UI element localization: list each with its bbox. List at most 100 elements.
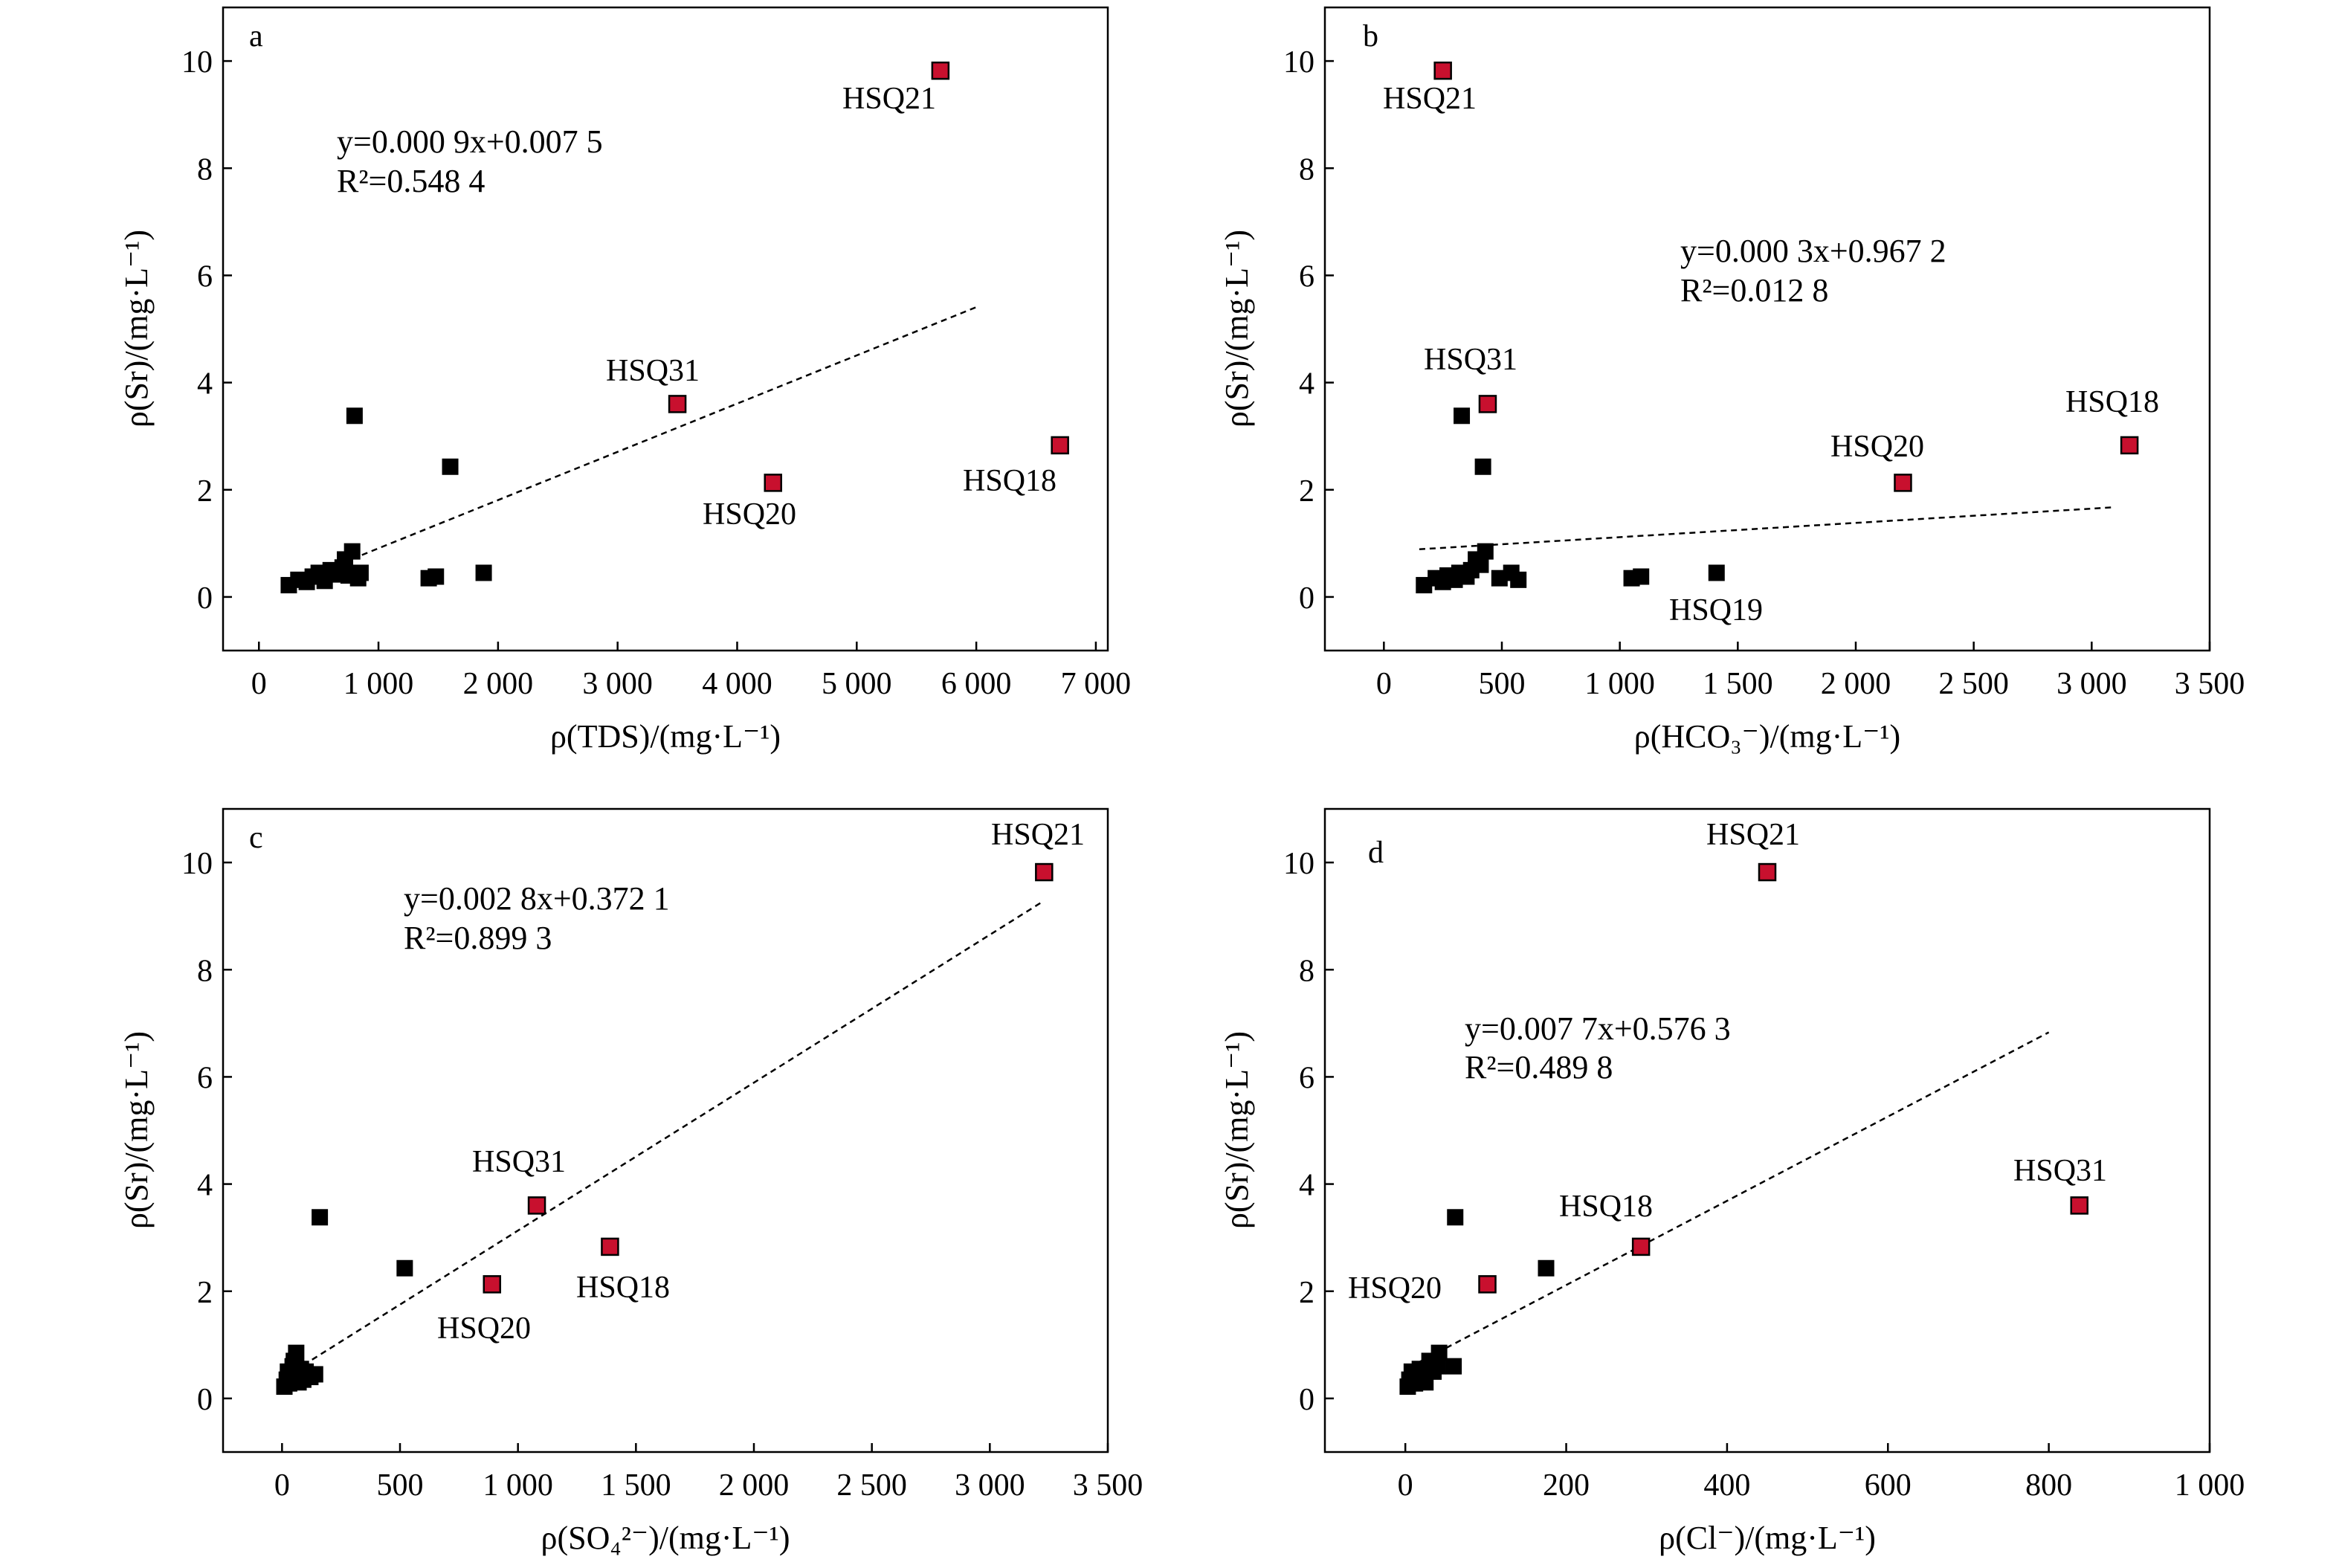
x-tick-label: 1 000 bbox=[343, 667, 414, 701]
panel-label: d bbox=[1368, 836, 1384, 870]
y-tick-label: 2 bbox=[1299, 474, 1314, 509]
y-tick-label: 8 bbox=[1299, 152, 1314, 187]
highlighted-points bbox=[1478, 862, 2088, 1294]
x-tick-label: 0 bbox=[1376, 667, 1392, 701]
pt-label-HSQ31: HSQ31 bbox=[1424, 343, 1517, 377]
r-squared: R²=0.012 8 bbox=[1680, 272, 1828, 309]
x-tick-label: 200 bbox=[1543, 1468, 1590, 1503]
highlight-point-HSQ21 bbox=[1758, 862, 1777, 882]
highlight-point-HSQ21 bbox=[1433, 61, 1452, 80]
r-squared: R²=0.548 4 bbox=[337, 163, 485, 199]
pt-label-HSQ21: HSQ21 bbox=[842, 82, 936, 116]
y-ticks: 0 2 4 6 8 10 bbox=[1283, 847, 1334, 1417]
data-point bbox=[1474, 458, 1491, 475]
plot-frame bbox=[1323, 807, 2211, 1454]
x-tick-label: 0 bbox=[1398, 1468, 1413, 1503]
highlight-point-HSQ20 bbox=[483, 1275, 502, 1294]
x-tick-label: 3 500 bbox=[2175, 667, 2245, 701]
highlight-point-HSQ31 bbox=[1478, 395, 1497, 413]
x-tick-label: 1 500 bbox=[1703, 667, 1773, 701]
x-ticks: 0 1 000 2 000 3 000 4 000 5 000 6 000 7 000 bbox=[251, 642, 1131, 701]
chart-panel-b: 0 500 1 000 1 500 2 000 2 500 3 000 3 500 0 2 4 6 8… bbox=[1219, 6, 2245, 755]
data-point bbox=[442, 458, 459, 475]
y-axis-label: ρ(Sr)/(mg·L⁻¹) bbox=[118, 230, 155, 428]
x-tick-label: 1 000 bbox=[2175, 1468, 2245, 1503]
data-point bbox=[1633, 568, 1650, 585]
data-point bbox=[1445, 1358, 1462, 1375]
pt-label-HSQ18: HSQ18 bbox=[576, 1271, 670, 1305]
x-tick-label: 2 000 bbox=[719, 1468, 790, 1503]
y-tick-label: 8 bbox=[197, 954, 213, 988]
y-tick-label: 2 bbox=[197, 474, 213, 509]
data-points bbox=[276, 1209, 413, 1396]
y-tick-label: 4 bbox=[1299, 1169, 1314, 1203]
highlight-point-HSQ21 bbox=[931, 61, 950, 80]
highlight-point-HSQ20 bbox=[1478, 1275, 1497, 1294]
x-tick-label: 4 000 bbox=[702, 667, 772, 701]
y-tick-label: 6 bbox=[197, 259, 213, 294]
pt-label-HSQ20: HSQ20 bbox=[1348, 1271, 1442, 1306]
fit-line bbox=[1419, 506, 2116, 551]
y-ticks: 0 2 4 6 8 10 bbox=[1283, 45, 1334, 616]
highlight-point-HSQ31 bbox=[668, 395, 687, 413]
data-points bbox=[1416, 407, 1725, 594]
y-tick-label: 2 bbox=[197, 1276, 213, 1310]
x-tick-label: 2 000 bbox=[1821, 667, 1891, 701]
y-tick-label: 10 bbox=[1283, 847, 1314, 881]
data-point bbox=[428, 568, 445, 585]
highlight-point-HSQ31 bbox=[527, 1196, 546, 1215]
highlighted-points bbox=[1433, 61, 2139, 492]
data-points bbox=[1399, 1209, 1555, 1396]
pt-label-HSQ18: HSQ18 bbox=[1559, 1190, 1653, 1224]
data-point bbox=[352, 564, 369, 581]
plot-frame bbox=[222, 807, 1109, 1454]
x-ticks: 0 500 1 000 1 500 2 000 2 500 3 000 3 500 bbox=[274, 1443, 1143, 1503]
x-tick-label: 3 000 bbox=[2056, 667, 2127, 701]
y-ticks: 0 2 4 6 8 10 bbox=[181, 847, 232, 1417]
data-point bbox=[1510, 571, 1527, 588]
y-tick-label: 4 bbox=[197, 367, 213, 401]
x-axis-label: ρ(HCO₃⁻)/(mg·L⁻¹) bbox=[1634, 718, 1900, 755]
fit-equation: y=0.000 3x+0.967 2 bbox=[1680, 233, 1946, 269]
x-tick-label: 600 bbox=[1865, 1468, 1912, 1503]
data-point bbox=[346, 407, 363, 425]
y-tick-label: 0 bbox=[1299, 581, 1314, 616]
fit-line bbox=[303, 901, 1042, 1367]
pt-label-HSQ18: HSQ18 bbox=[963, 464, 1057, 498]
y-ticks: 0 2 4 6 8 10 bbox=[181, 45, 232, 616]
data-point bbox=[1430, 1344, 1448, 1361]
highlighted-points bbox=[668, 61, 1069, 492]
highlight-point-HSQ31 bbox=[2070, 1196, 2088, 1215]
highlight-point-HSQ18 bbox=[1631, 1237, 1651, 1256]
x-tick-label: 2 000 bbox=[463, 667, 534, 701]
pt-label-HSQ21: HSQ21 bbox=[1706, 818, 1800, 852]
data-point bbox=[1477, 543, 1494, 560]
x-tick-label: 1 000 bbox=[1584, 667, 1655, 701]
y-axis-label: ρ(Sr)/(mg·L⁻¹) bbox=[118, 1031, 155, 1229]
pt-label-HSQ20: HSQ20 bbox=[437, 1311, 531, 1346]
chart-panel-c: 0 500 1 000 1 500 2 000 2 500 3 000 3 500 0 2 4 6 8… bbox=[118, 807, 1143, 1556]
pt-label-HSQ21: HSQ21 bbox=[991, 818, 1085, 852]
x-tick-label: 2 500 bbox=[1938, 667, 2009, 701]
highlighted-points bbox=[483, 862, 1054, 1294]
x-tick-label: 500 bbox=[1479, 667, 1526, 701]
r-squared: R²=0.899 3 bbox=[404, 920, 552, 956]
highlight-point-HSQ21 bbox=[1035, 862, 1054, 882]
pt-label-HSQ19: HSQ19 bbox=[1669, 593, 1763, 627]
x-axis-label: ρ(TDS)/(mg·L⁻¹) bbox=[550, 718, 781, 755]
highlight-point-HSQ18 bbox=[1051, 436, 1069, 455]
x-tick-label: 5 000 bbox=[822, 667, 892, 701]
highlight-point-HSQ18 bbox=[601, 1237, 619, 1256]
y-tick-label: 10 bbox=[181, 847, 213, 881]
fit-equation: y=0.002 8x+0.372 1 bbox=[404, 880, 670, 917]
x-ticks: 0 200 400 600 800 1 000 bbox=[1398, 1443, 2245, 1503]
fit-line bbox=[342, 306, 977, 564]
panel-label: c bbox=[249, 821, 263, 855]
data-point bbox=[1429, 1358, 1446, 1375]
x-tick-label: 3 000 bbox=[582, 667, 653, 701]
data-point bbox=[306, 1366, 323, 1383]
pt-label-HSQ31: HSQ31 bbox=[472, 1145, 566, 1179]
pt-label-HSQ31: HSQ31 bbox=[2013, 1154, 2107, 1188]
y-axis-label: ρ(Sr)/(mg·L⁻¹) bbox=[1219, 230, 1255, 428]
data-point bbox=[475, 564, 492, 581]
